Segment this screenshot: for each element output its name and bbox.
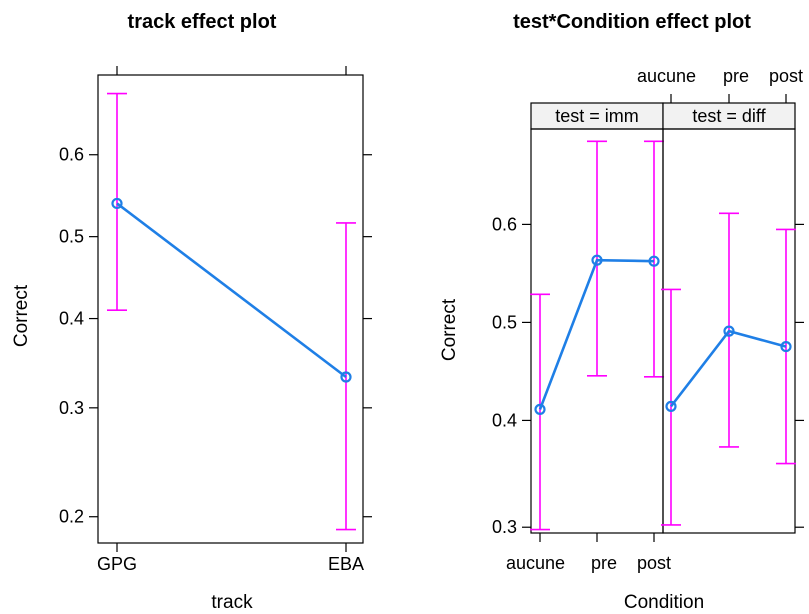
y-axis-label-track: Correct xyxy=(11,284,32,347)
facet-panel: test = diff xyxy=(661,102,796,534)
chart-title-track: track effect plot xyxy=(128,11,277,33)
plot-area-test-condition: test = imm test = diff 0.3 0.4 0.5 0.6 aucune p… xyxy=(492,66,804,573)
data-point xyxy=(780,340,792,353)
series-line xyxy=(669,329,787,408)
x-tick-label-top: pre xyxy=(723,66,749,86)
y-axis-label-correct: Correct xyxy=(439,298,460,361)
y-tick-label: 0.6 xyxy=(492,214,517,234)
y-tick-label: 0.5 xyxy=(59,227,84,247)
y-tick-label: 0.2 xyxy=(59,507,84,527)
data-point xyxy=(111,197,123,210)
strip-label: test = diff xyxy=(692,106,766,126)
series-line xyxy=(116,202,347,379)
plot-frame xyxy=(97,74,364,544)
y-tick-label: 0.6 xyxy=(59,145,84,165)
x-tick-label: EBA xyxy=(328,554,364,574)
x-axis-label-condition: Condition xyxy=(624,592,704,613)
x-tick-label: aucune xyxy=(506,553,565,573)
x-tick-label: pre xyxy=(591,553,617,573)
x-tick-label: GPG xyxy=(97,554,137,574)
data-point xyxy=(723,325,735,337)
y-tick-label: 0.3 xyxy=(59,398,84,418)
panel-frame xyxy=(662,128,796,534)
plot-area-track: 0.2 0.3 0.4 0.5 0.6 GPG EBA xyxy=(59,66,372,574)
strip-label: test = imm xyxy=(555,106,639,126)
test-condition-effect-plot: test*Condition effect plot Condition Cor… xyxy=(439,11,804,613)
data-point xyxy=(648,255,660,267)
data-point xyxy=(534,403,546,415)
chart-title-test-condition: test*Condition effect plot xyxy=(513,11,751,33)
track-effect-plot: track effect plot track Correct 0.20.30.… xyxy=(11,11,372,613)
data-point xyxy=(591,254,603,266)
y-tick-label: 0.5 xyxy=(492,312,517,332)
series-line xyxy=(538,258,655,410)
x-tick-label-top: post xyxy=(769,66,803,86)
x-axis-label-track: track xyxy=(211,592,253,613)
facet-panel: test = imm xyxy=(530,102,664,534)
data-point xyxy=(340,371,352,383)
data-point xyxy=(665,400,677,412)
x-tick-label: post xyxy=(637,553,671,573)
x-tick-label-top: aucune xyxy=(637,66,696,86)
y-tick-label: 0.4 xyxy=(492,410,517,430)
y-tick-label: 0.4 xyxy=(59,309,84,329)
y-tick-label: 0.3 xyxy=(492,517,517,537)
